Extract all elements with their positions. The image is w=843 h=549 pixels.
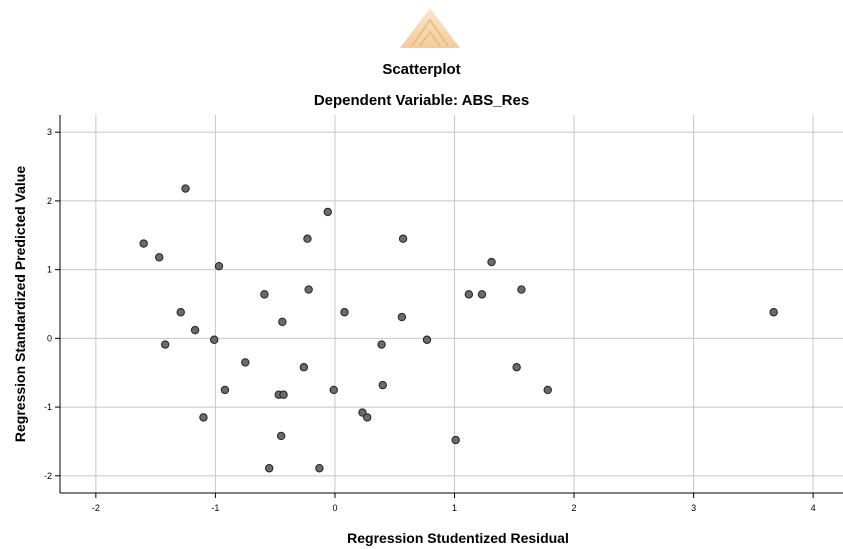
data-point-20 xyxy=(210,335,219,344)
data-point-14 xyxy=(176,308,185,317)
x-tick-labels: -2 -1 0 1 2 3 4 xyxy=(92,503,816,513)
data-point-0 xyxy=(181,184,190,193)
data-point-11 xyxy=(477,290,487,299)
data-point-12 xyxy=(517,285,526,294)
y-tick-label-5: 3 xyxy=(47,127,52,137)
chart-title: Scatterplot xyxy=(382,61,461,78)
data-point-6 xyxy=(398,234,408,243)
data-point-27 xyxy=(329,385,338,395)
logo-icon xyxy=(400,8,460,48)
data-point-4 xyxy=(323,207,332,217)
x-tick-label-2: 0 xyxy=(332,503,337,513)
y-axis-label: Regression Standardized Predicted Value xyxy=(12,166,28,442)
x-tick-label-3: 1 xyxy=(452,503,457,513)
data-point-21 xyxy=(377,340,386,349)
data-point-34 xyxy=(363,413,372,422)
y-tick-label-3: 1 xyxy=(47,265,52,275)
data-point-32 xyxy=(199,413,208,422)
x-tick-label-4: 2 xyxy=(572,503,577,513)
data-point-35 xyxy=(276,431,286,441)
y-tick-labels: -2 -1 0 1 2 3 xyxy=(44,127,52,481)
data-point-24 xyxy=(299,363,309,372)
x-tick-label-1: -1 xyxy=(211,503,219,513)
y-tick-label-2: 0 xyxy=(47,333,52,343)
grid-lines xyxy=(60,115,843,493)
data-point-16 xyxy=(340,308,349,317)
data-point-18 xyxy=(190,325,200,335)
data-point-29 xyxy=(543,385,552,395)
data-point-13 xyxy=(769,308,778,317)
data-point-23 xyxy=(241,358,250,367)
y-tick-label-1: -1 xyxy=(44,402,52,412)
data-point-9 xyxy=(304,285,313,294)
y-tick-label-4: 2 xyxy=(47,196,52,206)
data-point-37 xyxy=(264,464,274,473)
data-point-17 xyxy=(397,312,407,322)
data-point-28 xyxy=(378,380,387,390)
data-point-26 xyxy=(220,385,230,395)
data-point-15 xyxy=(278,317,287,327)
data-point-38 xyxy=(315,464,324,473)
data-point-25 xyxy=(512,363,521,372)
data-point-22 xyxy=(422,335,432,344)
data-point-19 xyxy=(160,340,170,349)
data-point-3 xyxy=(214,262,224,271)
data-point-10 xyxy=(464,290,474,299)
data-point-1 xyxy=(139,239,148,248)
data-point-8 xyxy=(260,290,269,299)
chart-subtitle: Dependent Variable: ABS_Res xyxy=(313,92,530,109)
data-point-5 xyxy=(303,234,312,243)
x-tick-label-0: -2 xyxy=(92,503,100,513)
x-tick-label-6: 4 xyxy=(811,503,816,513)
data-points xyxy=(139,184,778,473)
data-point-2 xyxy=(155,253,164,262)
data-point-31 xyxy=(279,390,288,399)
y-tick-label-0: -2 xyxy=(44,471,52,481)
axes xyxy=(55,115,843,498)
data-point-7 xyxy=(487,257,496,267)
data-point-36 xyxy=(451,435,460,445)
x-axis-label: Regression Studentized Residual xyxy=(347,530,569,546)
x-tick-label-5: 3 xyxy=(691,503,696,513)
